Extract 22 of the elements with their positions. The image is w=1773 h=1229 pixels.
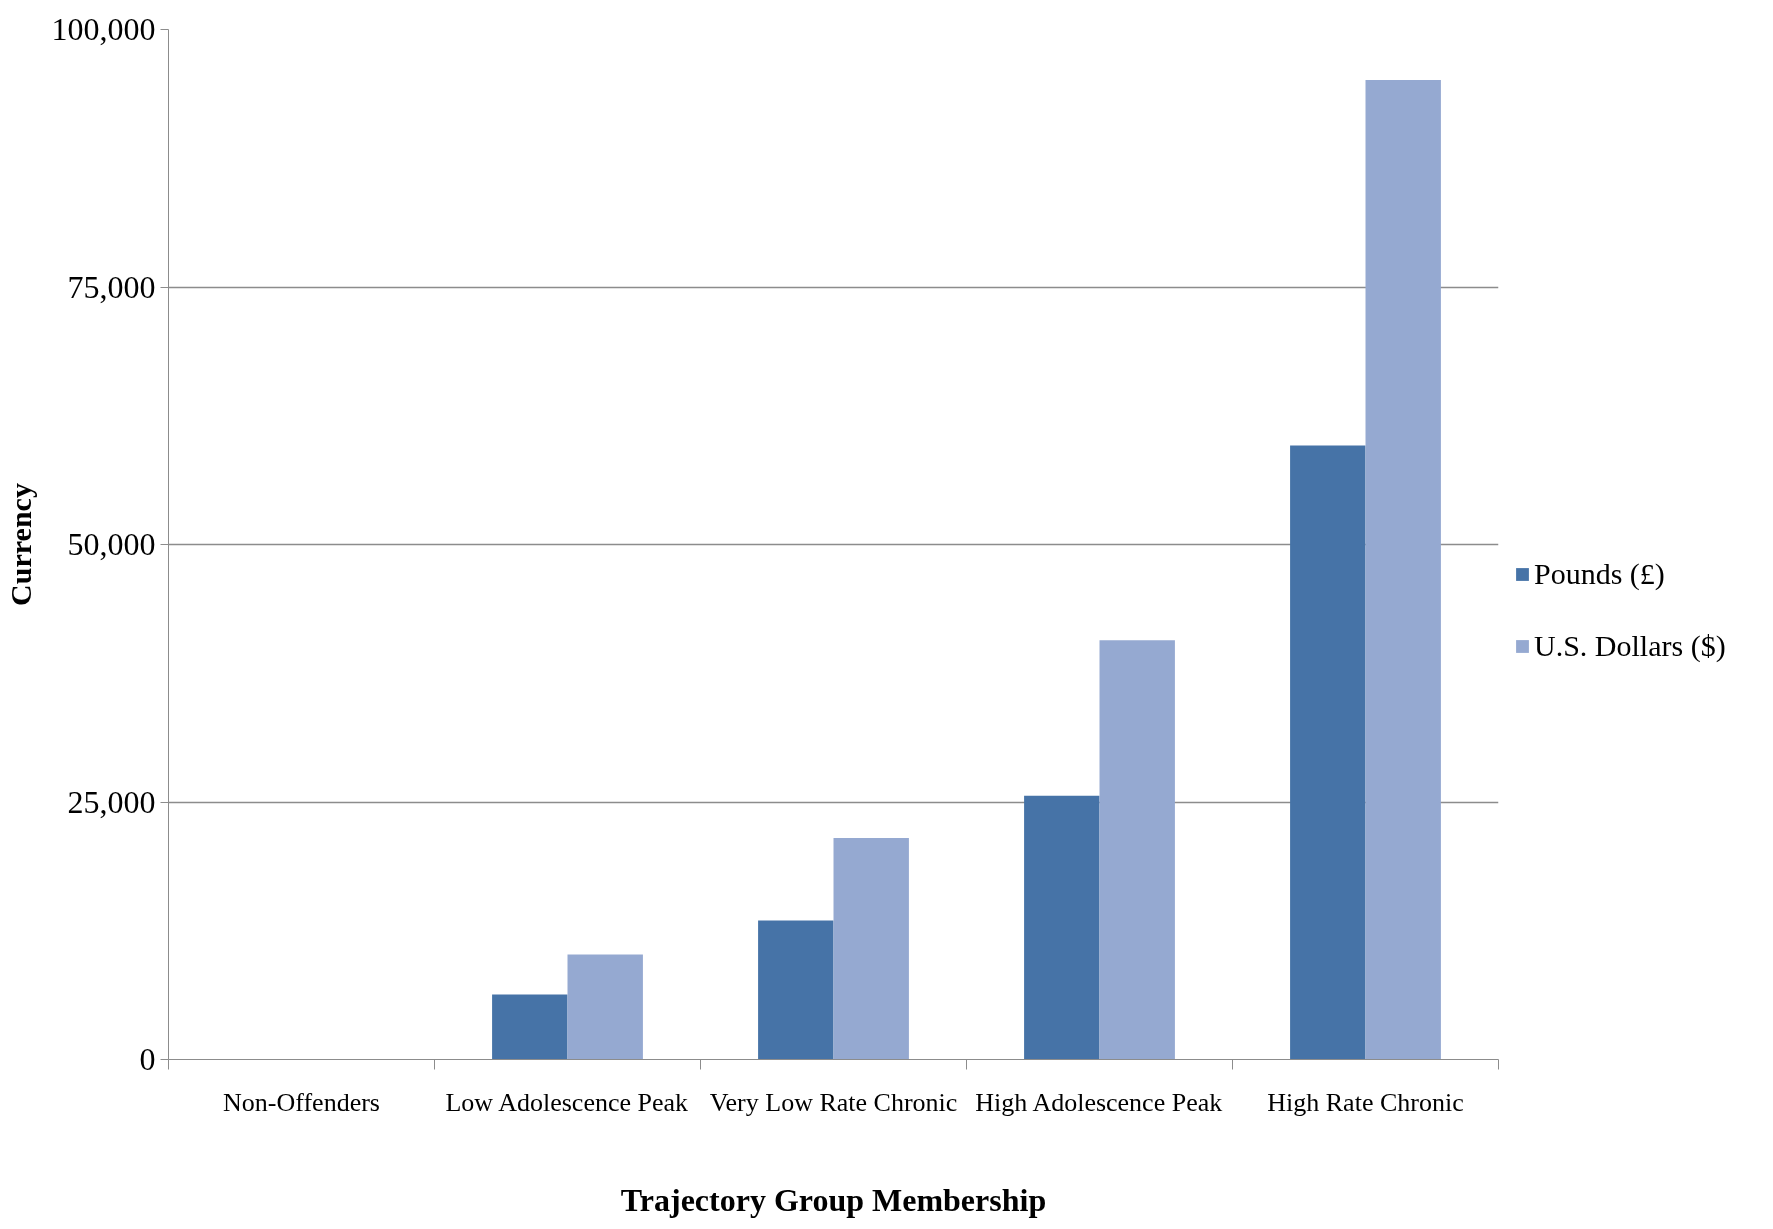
y-tick-label: 0 <box>139 1041 156 1077</box>
x-tick-label: High Rate Chronic <box>1267 1087 1464 1117</box>
bar <box>1099 640 1175 1060</box>
x-tick-label: Very Low Rate Chronic <box>709 1087 958 1117</box>
y-tick-label: 75,000 <box>67 268 156 305</box>
bar <box>492 994 568 1060</box>
bar <box>567 954 643 1060</box>
y-tick-label: 25,000 <box>67 783 156 820</box>
bar <box>833 838 909 1060</box>
legend-label: U.S. Dollars ($) <box>1534 629 1726 663</box>
x-tick-label: Non-Offenders <box>223 1087 380 1117</box>
x-tick-label: Low Adolescence Peak <box>445 1087 689 1117</box>
legend-label: Pounds (£) <box>1534 557 1665 591</box>
x-axis-title: Trajectory Group Membership <box>620 1181 1047 1218</box>
bar <box>1024 795 1100 1060</box>
y-axis-title: Currency <box>3 483 37 606</box>
bar <box>758 920 834 1060</box>
y-tick-label: 100,000 <box>51 11 156 47</box>
x-tick-label: High Adolescence Peak <box>975 1087 1223 1117</box>
y-tick-label: 50,000 <box>67 526 156 562</box>
bar <box>1365 79 1441 1060</box>
bar <box>1290 445 1366 1060</box>
